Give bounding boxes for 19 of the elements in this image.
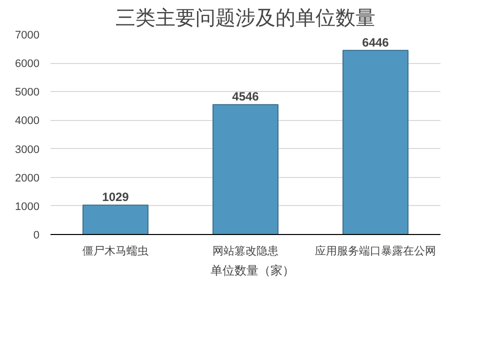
y-tick-label: 7000 [15, 30, 40, 42]
bar [82, 204, 148, 234]
y-tick-label: 5000 [15, 86, 40, 99]
data-label: 1029 [102, 190, 130, 204]
data-label: 4546 [232, 90, 260, 104]
y-tick-label: 2000 [15, 172, 40, 184]
x-tick-label: 网站篡改隐患 [212, 244, 278, 258]
text: 单位数量（家） [210, 262, 294, 280]
y-tick-label: 1000 [15, 200, 40, 213]
bar [212, 104, 278, 234]
x-tick-label: 僵尸木马蠕虫 [82, 244, 148, 258]
x-tick-label: 应用服务端口暴露在公网 [315, 244, 436, 258]
y-tick-label: 3000 [15, 144, 40, 156]
chart-title: 三类主要问题涉及的单位数量 [116, 6, 376, 30]
y-tick-label: 0 [33, 230, 40, 242]
data-label: 6446 [362, 35, 390, 50]
y-tick-label: 4000 [15, 115, 40, 128]
bar [342, 50, 408, 234]
y-tick-label: 6000 [15, 58, 40, 70]
